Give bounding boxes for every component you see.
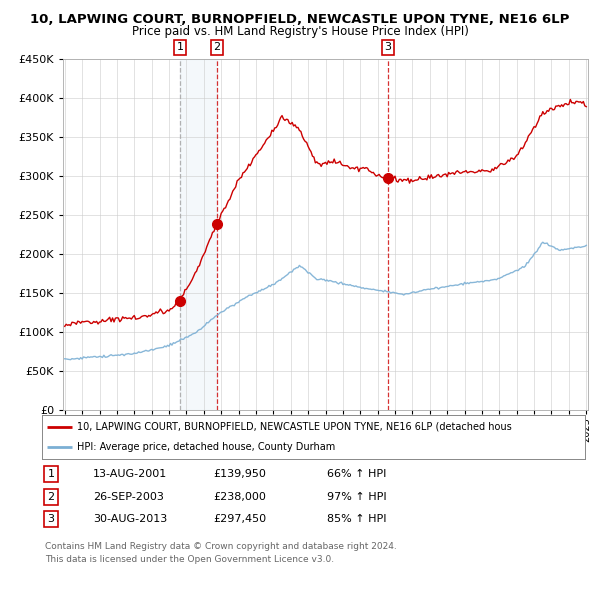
Text: 10, LAPWING COURT, BURNOPFIELD, NEWCASTLE UPON TYNE, NE16 6LP: 10, LAPWING COURT, BURNOPFIELD, NEWCASTL… xyxy=(31,13,569,26)
Text: 2: 2 xyxy=(47,492,55,502)
Text: This data is licensed under the Open Government Licence v3.0.: This data is licensed under the Open Gov… xyxy=(45,555,334,564)
Text: 1: 1 xyxy=(176,42,184,53)
Text: Contains HM Land Registry data © Crown copyright and database right 2024.: Contains HM Land Registry data © Crown c… xyxy=(45,542,397,552)
Bar xyxy=(180,59,217,410)
Text: 3: 3 xyxy=(47,514,55,524)
Text: 30-AUG-2013: 30-AUG-2013 xyxy=(93,514,167,524)
Text: £297,450: £297,450 xyxy=(213,514,266,524)
Text: 66% ↑ HPI: 66% ↑ HPI xyxy=(327,470,386,479)
Text: 3: 3 xyxy=(384,42,391,53)
Text: £238,000: £238,000 xyxy=(213,492,266,502)
Text: Price paid vs. HM Land Registry's House Price Index (HPI): Price paid vs. HM Land Registry's House … xyxy=(131,25,469,38)
Text: 97% ↑ HPI: 97% ↑ HPI xyxy=(327,492,386,502)
Text: 2: 2 xyxy=(213,42,220,53)
Text: 26-SEP-2003: 26-SEP-2003 xyxy=(93,492,164,502)
Text: 13-AUG-2001: 13-AUG-2001 xyxy=(93,470,167,479)
Text: 1: 1 xyxy=(47,470,55,479)
Text: 10, LAPWING COURT, BURNOPFIELD, NEWCASTLE UPON TYNE, NE16 6LP (detached hous: 10, LAPWING COURT, BURNOPFIELD, NEWCASTL… xyxy=(77,422,512,432)
Text: HPI: Average price, detached house, County Durham: HPI: Average price, detached house, Coun… xyxy=(77,442,335,452)
Text: £139,950: £139,950 xyxy=(213,470,266,479)
Text: 85% ↑ HPI: 85% ↑ HPI xyxy=(327,514,386,524)
